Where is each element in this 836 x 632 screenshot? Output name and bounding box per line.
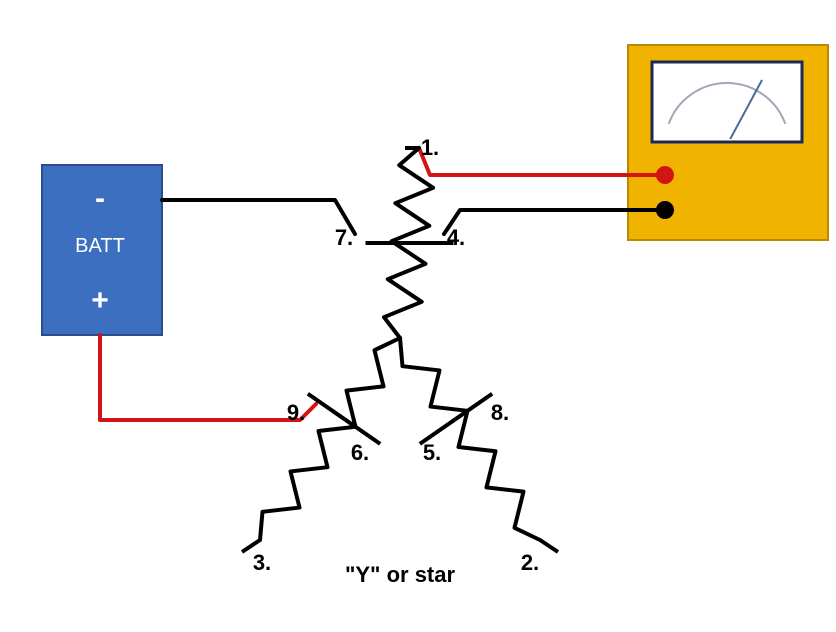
battery-minus: -	[95, 182, 105, 215]
stator-windings: 1. 4. 7. 9. 8. 6. 5. 3. 2. "Y" or star	[242, 135, 558, 587]
terminal-label-p5: 5.	[423, 440, 441, 465]
terminal-label-p8: 8.	[491, 400, 509, 425]
wire-batt-red	[100, 335, 316, 420]
terminal-label-p1: 1.	[421, 135, 439, 160]
battery: - BATT +	[42, 165, 162, 335]
terminal-2-lead	[540, 540, 558, 552]
wire-batt-black	[162, 200, 355, 234]
terminal-label-p9: 9.	[287, 400, 305, 425]
terminal-label-p2: 2.	[521, 550, 539, 575]
tap-5-lead	[456, 394, 492, 419]
terminal-label-p7: 7.	[335, 225, 353, 250]
terminal-label-p4: 4.	[447, 225, 465, 250]
battery-plus: +	[91, 284, 109, 317]
battery-label: BATT	[75, 235, 125, 257]
terminal-label-p6: 6.	[351, 440, 369, 465]
stator-caption: "Y" or star	[345, 562, 456, 587]
winding-right	[400, 338, 540, 540]
terminal-label-p3: 3.	[253, 550, 271, 575]
winding-left	[260, 338, 400, 540]
meter-window	[652, 62, 802, 142]
